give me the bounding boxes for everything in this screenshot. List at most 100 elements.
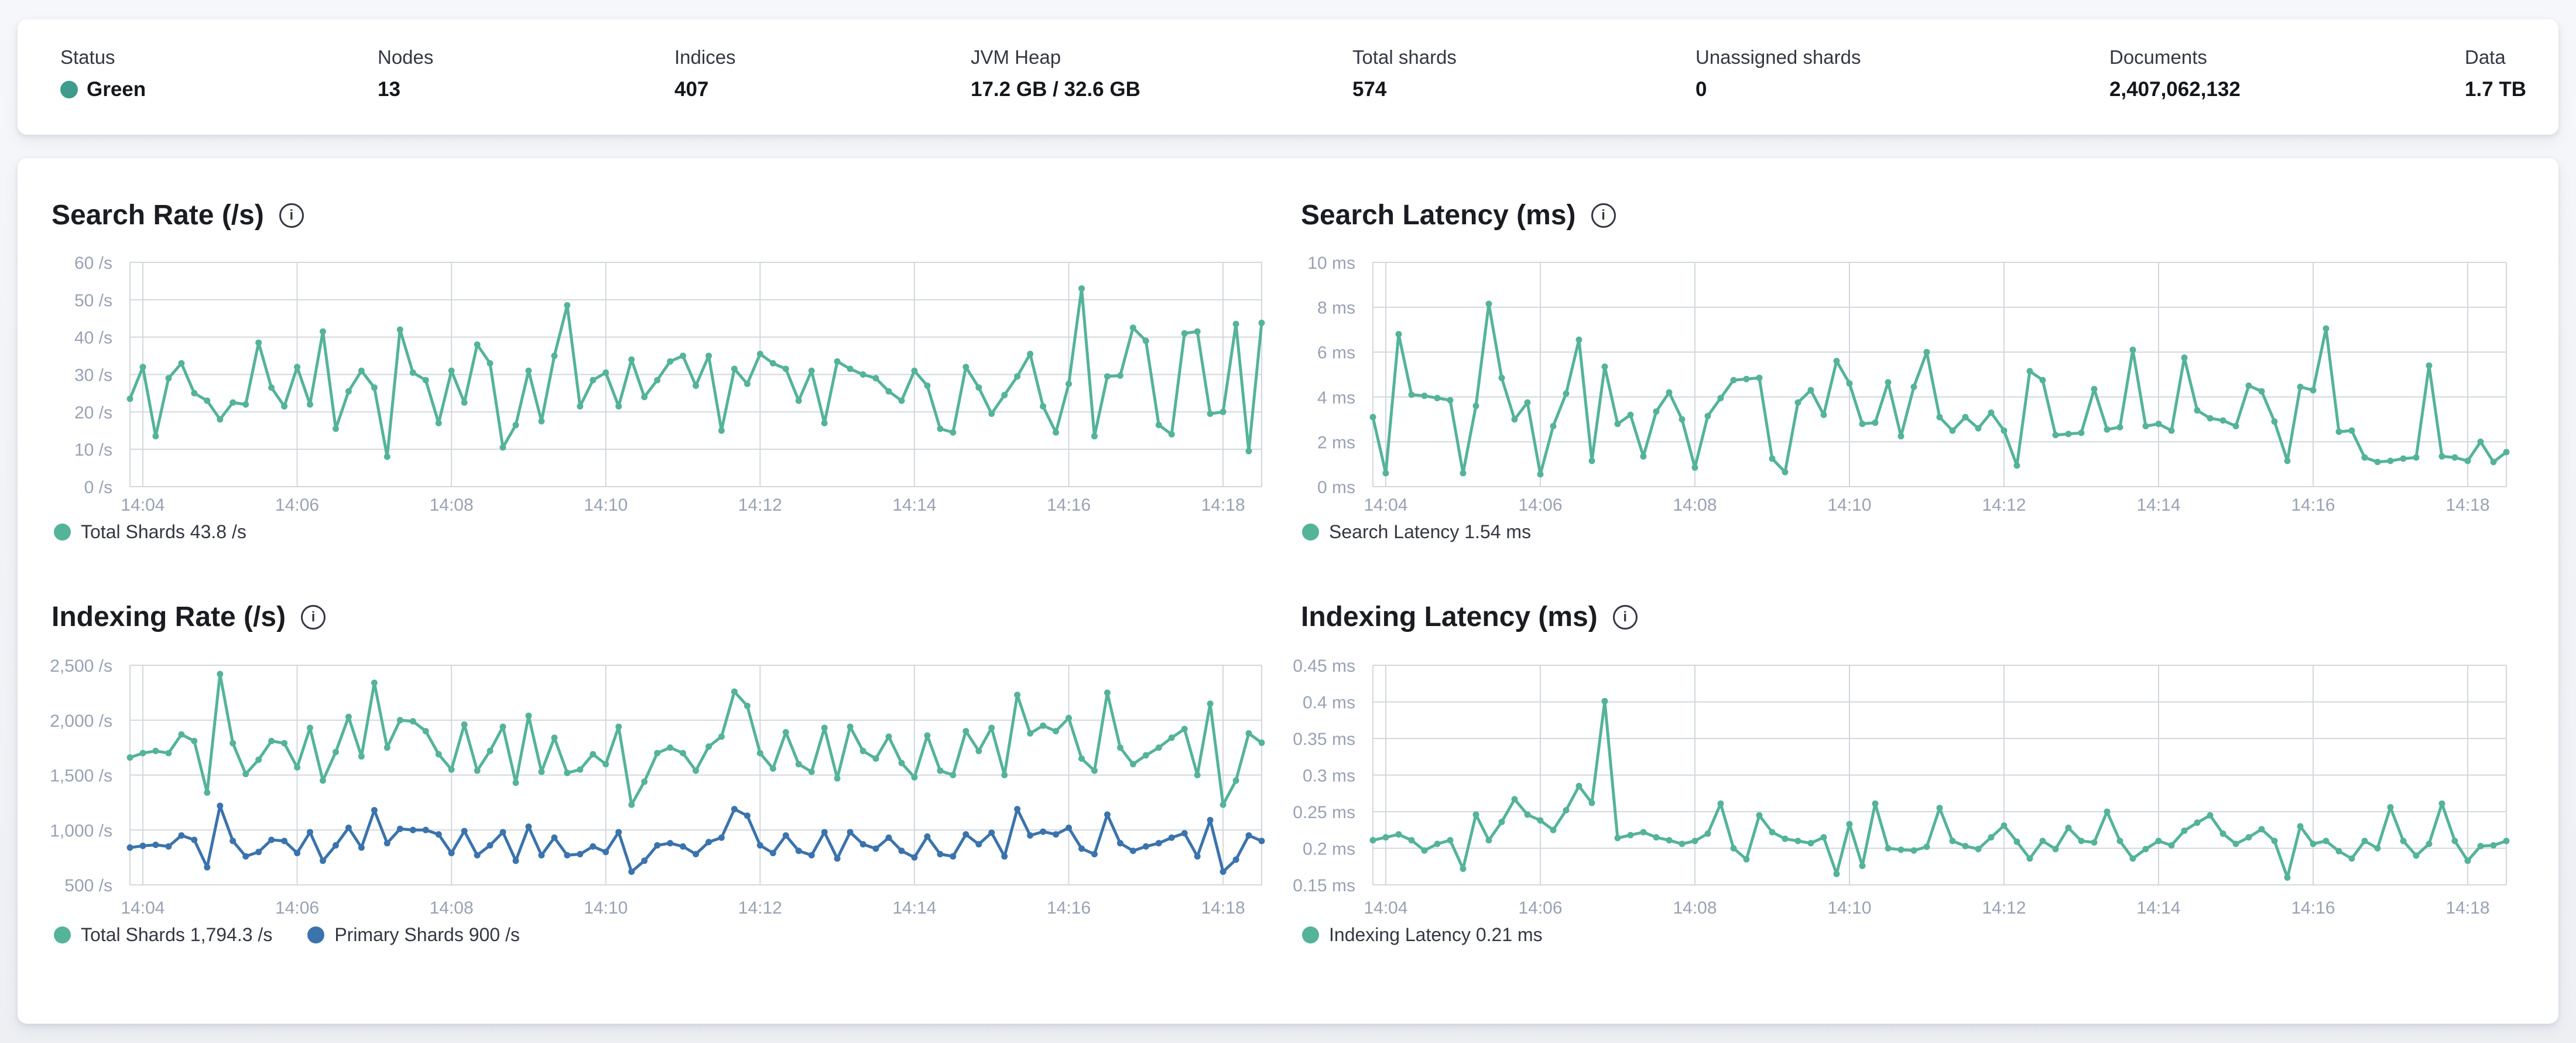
data-point xyxy=(538,418,545,425)
data-point xyxy=(217,416,224,423)
data-point xyxy=(1588,799,1595,806)
legend-item-indexing-latency[interactable]: Indexing Latency 0.21 ms xyxy=(1302,924,1543,946)
data-point xyxy=(2464,457,2471,464)
data-point xyxy=(667,744,674,751)
data-point xyxy=(1756,812,1763,819)
data-point xyxy=(1142,843,1149,850)
y-axis-tick-label: 1,500 /s xyxy=(50,767,112,786)
data-point xyxy=(1155,840,1162,847)
x-axis-tick-label: 14:18 xyxy=(2445,495,2489,515)
data-point xyxy=(654,842,661,849)
stat-documents: Documents 2,407,062,132 xyxy=(2109,46,2241,101)
data-point xyxy=(345,713,352,720)
data-point xyxy=(1168,734,1175,741)
data-point xyxy=(165,375,172,382)
data-point xyxy=(2039,837,2046,844)
data-point xyxy=(1498,374,1505,381)
data-point xyxy=(577,766,584,773)
search-rate-chart[interactable]: 0 /s 10 /s 20 /s 30 /s 40 /s 50 /s 60 /s 14:04 1… xyxy=(74,254,1265,515)
data-point xyxy=(1691,837,1698,844)
data-point xyxy=(1078,285,1085,292)
data-point xyxy=(1833,358,1840,364)
data-point xyxy=(551,353,558,360)
data-point xyxy=(834,358,841,365)
data-point xyxy=(320,857,326,864)
indexing-latency-chart[interactable]: 0.15 ms 0.2 ms 0.25 ms 0.3 ms 0.35 ms 0.4 ms 0… xyxy=(1293,656,2510,918)
stat-value-text: 13 xyxy=(378,77,400,101)
data-point xyxy=(1872,800,1879,807)
metrics-panel: 0 /s 10 /s 20 /s 30 /s 40 /s 50 /s 60 /s 14:04 1… xyxy=(18,158,2558,1024)
data-point xyxy=(718,427,725,434)
info-icon[interactable]: i xyxy=(1612,604,1638,630)
data-point xyxy=(1485,300,1492,307)
data-point xyxy=(152,433,159,440)
indexing-rate-chart[interactable]: 500 /s 1,000 /s 1,500 /s 2,000 /s 2,500 /s 14… xyxy=(50,656,1265,918)
data-point xyxy=(1104,811,1111,818)
legend-label: Primary Shards 900 /s xyxy=(334,924,520,945)
data-point xyxy=(1653,834,1660,841)
legend-item-total-shards[interactable]: Total Shards 1,794.3 /s xyxy=(54,924,272,946)
y-axis-tick-label: 1,000 /s xyxy=(50,821,112,840)
data-point xyxy=(139,750,146,757)
data-point xyxy=(281,740,288,747)
data-point xyxy=(320,328,326,335)
data-point xyxy=(950,772,957,778)
data-point xyxy=(756,750,763,757)
data-point xyxy=(409,826,416,833)
legend-item-total-shards[interactable]: Total Shards 43.8 /s xyxy=(54,521,246,543)
legend-label: Indexing Latency 0.21 ms xyxy=(1329,924,1543,945)
legend-dot xyxy=(1302,926,1319,943)
data-point xyxy=(409,369,416,376)
data-point xyxy=(1511,796,1518,803)
data-point xyxy=(2194,819,2201,826)
info-icon[interactable]: i xyxy=(301,604,326,630)
search-latency-chart[interactable]: 0 ms 2 ms 4 ms 6 ms 8 ms 10 ms 14:04 14:06 14:08… xyxy=(1307,254,2510,515)
data-point xyxy=(1949,427,1956,434)
data-point xyxy=(1091,767,1098,774)
data-point xyxy=(1717,395,1724,402)
legend-item-search-latency[interactable]: Search Latency 1.54 ms xyxy=(1302,521,1531,543)
data-point xyxy=(2091,839,2098,846)
info-icon[interactable]: i xyxy=(279,203,304,228)
data-point xyxy=(191,836,198,843)
data-point xyxy=(1155,422,1162,429)
data-point xyxy=(165,843,172,850)
stat-label: Indices xyxy=(674,46,736,68)
data-point xyxy=(2438,453,2445,460)
data-point xyxy=(1434,840,1441,847)
data-point xyxy=(1601,363,1608,370)
legend-item-primary-shards[interactable]: Primary Shards 900 /s xyxy=(307,924,520,946)
y-axis-tick-label: 6 ms xyxy=(1317,343,1355,363)
data-point xyxy=(474,341,481,348)
y-axis-tick-label: 0.15 ms xyxy=(1293,876,1355,895)
data-point xyxy=(2104,808,2111,815)
data-point xyxy=(2490,459,2497,466)
data-point xyxy=(1563,390,1570,397)
data-point xyxy=(1181,830,1188,837)
data-point xyxy=(2013,838,2020,845)
charts-canvas[interactable]: 0 /s 10 /s 20 /s 30 /s 40 /s 50 /s 60 /s 14:04 1… xyxy=(18,158,2558,1024)
indexing-rate-legend: Total Shards 1,794.3 /s Primary Shards 90… xyxy=(54,924,520,946)
data-point xyxy=(204,864,211,871)
data-point xyxy=(1936,805,1943,812)
info-icon[interactable]: i xyxy=(1591,203,1616,228)
data-point xyxy=(345,388,352,395)
data-point xyxy=(1194,853,1201,860)
x-axis-tick-label: 14:12 xyxy=(738,898,782,918)
data-point xyxy=(2039,377,2046,384)
data-point xyxy=(1014,806,1021,813)
data-point xyxy=(937,851,944,857)
data-point xyxy=(641,778,648,785)
data-point xyxy=(512,422,519,429)
data-point xyxy=(229,740,237,747)
data-point xyxy=(1232,856,1239,863)
data-point xyxy=(525,367,532,374)
data-point xyxy=(371,679,378,686)
data-point xyxy=(2065,825,2072,831)
data-point xyxy=(564,770,571,777)
data-point xyxy=(756,842,763,849)
data-point xyxy=(538,768,545,775)
data-point xyxy=(1040,403,1047,410)
data-point xyxy=(1091,433,1098,440)
data-point xyxy=(474,852,481,859)
